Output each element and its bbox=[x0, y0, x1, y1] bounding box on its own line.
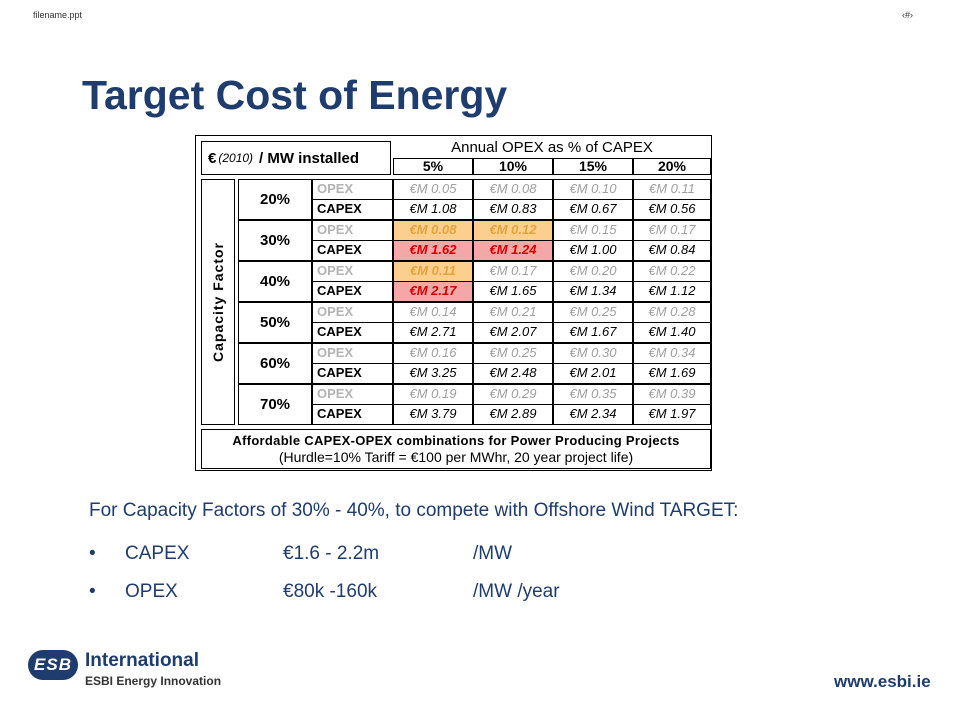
table-corner: € (2010) / MW installed bbox=[201, 141, 391, 175]
intro-text: For Capacity Factors of 30% - 40%, to co… bbox=[89, 500, 739, 521]
opex-value-cell: €M 0.08 bbox=[393, 220, 473, 241]
opex-pct-20: 20% bbox=[633, 158, 711, 175]
opex-row-label: OPEX bbox=[312, 343, 393, 364]
opex-value-cell: €M 0.08 bbox=[473, 179, 553, 200]
website-url[interactable]: www.esbi.ie bbox=[834, 672, 931, 691]
opex-value-cell: €M 0.05 bbox=[393, 179, 473, 200]
corner-unit: / MW installed bbox=[259, 149, 360, 167]
opex-value-cell: €M 0.11 bbox=[393, 261, 473, 282]
capex-value-cell: €M 1.67 bbox=[553, 322, 633, 343]
opex-value-cell: €M 0.14 bbox=[393, 302, 473, 323]
capex-value-cell: €M 2.71 bbox=[393, 322, 473, 343]
opex-pct-15: 15% bbox=[553, 158, 633, 175]
opex-row-label: OPEX bbox=[312, 302, 393, 323]
opex-value-cell: €M 0.12 bbox=[473, 220, 553, 241]
opex-value-cell: €M 0.16 bbox=[393, 343, 473, 364]
bullet-dot: • bbox=[89, 543, 96, 564]
filename-label: filename.ppt bbox=[33, 10, 83, 20]
capacity-factor-cell: 20% bbox=[238, 179, 312, 220]
capacity-factor-axis: Capacity Factor bbox=[201, 179, 235, 425]
capacity-factor-cell: 50% bbox=[238, 302, 312, 343]
opex-value-cell: €M 0.21 bbox=[473, 302, 553, 323]
capex-row-label: CAPEX bbox=[312, 322, 393, 343]
opex-value-cell: €M 0.25 bbox=[473, 343, 553, 364]
capex-value-cell: €M 0.56 bbox=[633, 199, 711, 220]
opex-value-cell: €M 0.29 bbox=[473, 384, 553, 405]
slide-number: ‹#› bbox=[902, 10, 913, 20]
bullet-label: CAPEX bbox=[125, 543, 190, 564]
capacity-factor-cell: 30% bbox=[238, 220, 312, 261]
opex-value-cell: €M 0.17 bbox=[633, 220, 711, 241]
capex-row-label: CAPEX bbox=[312, 240, 393, 261]
bullet-dot: • bbox=[89, 581, 96, 602]
capex-value-cell: €M 1.00 bbox=[553, 240, 633, 261]
opex-value-cell: €M 0.35 bbox=[553, 384, 633, 405]
capex-value-cell: €M 1.08 bbox=[393, 199, 473, 220]
capex-value-cell: €M 1.24 bbox=[473, 240, 553, 261]
capacity-factor-cell: 60% bbox=[238, 343, 312, 384]
opex-row-label: OPEX bbox=[312, 220, 393, 241]
bullet-label: OPEX bbox=[125, 581, 178, 602]
opex-row-label: OPEX bbox=[312, 261, 393, 282]
capex-value-cell: €M 1.65 bbox=[473, 281, 553, 302]
capacity-factor-label: Capacity Factor bbox=[210, 241, 227, 363]
capex-row-label: CAPEX bbox=[312, 199, 393, 220]
table-footer-line-2: (Hurdle=10% Tariff = €100 per MWhr, 20 y… bbox=[278, 449, 634, 465]
esb-logo-mark: ESB bbox=[28, 650, 78, 680]
capex-value-cell: €M 2.01 bbox=[553, 363, 633, 384]
corner-year: (2010) bbox=[218, 151, 254, 165]
capex-row-label: CAPEX bbox=[312, 404, 393, 425]
bullet-unit: /MW /year bbox=[473, 581, 560, 602]
opex-value-cell: €M 0.34 bbox=[633, 343, 711, 364]
capex-value-cell: €M 1.12 bbox=[633, 281, 711, 302]
table-footer: Affordable CAPEX-OPEX combinations for P… bbox=[201, 429, 711, 469]
opex-row-label: OPEX bbox=[312, 179, 393, 200]
capex-value-cell: €M 1.69 bbox=[633, 363, 711, 384]
capex-value-cell: €M 1.34 bbox=[553, 281, 633, 302]
page-title: Target Cost of Energy bbox=[82, 72, 508, 118]
logo-name: International bbox=[85, 650, 200, 671]
capex-value-cell: €M 2.17 bbox=[393, 281, 473, 302]
capex-value-cell: €M 0.83 bbox=[473, 199, 553, 220]
logo-subtitle: ESBI Energy Innovation bbox=[85, 674, 222, 688]
capex-value-cell: €M 1.62 bbox=[393, 240, 473, 261]
opex-value-cell: €M 0.22 bbox=[633, 261, 711, 282]
opex-value-cell: €M 0.39 bbox=[633, 384, 711, 405]
capex-value-cell: €M 1.40 bbox=[633, 322, 711, 343]
opex-value-cell: €M 0.11 bbox=[633, 179, 711, 200]
opex-value-cell: €M 0.20 bbox=[553, 261, 633, 282]
opex-value-cell: €M 0.30 bbox=[553, 343, 633, 364]
opex-value-cell: €M 0.25 bbox=[553, 302, 633, 323]
capex-value-cell: €M 2.07 bbox=[473, 322, 553, 343]
capex-value-cell: €M 1.97 bbox=[633, 404, 711, 425]
opex-value-cell: €M 0.17 bbox=[473, 261, 553, 282]
capex-value-cell: €M 2.34 bbox=[553, 404, 633, 425]
capex-row-label: CAPEX bbox=[312, 281, 393, 302]
bullet-unit: /MW bbox=[473, 543, 513, 564]
opex-value-cell: €M 0.10 bbox=[553, 179, 633, 200]
bullet-value: €80k -160k bbox=[283, 581, 378, 602]
table-footer-line-1: Affordable CAPEX-OPEX combinations for P… bbox=[232, 433, 680, 448]
capex-value-cell: €M 3.25 bbox=[393, 363, 473, 384]
corner-currency: € bbox=[208, 149, 217, 167]
capex-value-cell: €M 2.48 bbox=[473, 363, 553, 384]
opex-pct-5: 5% bbox=[393, 158, 473, 175]
opex-pct-10: 10% bbox=[473, 158, 553, 175]
opex-header: Annual OPEX as % of CAPEX bbox=[451, 139, 653, 156]
capex-row-label: CAPEX bbox=[312, 363, 393, 384]
capacity-factor-cell: 40% bbox=[238, 261, 312, 302]
opex-value-cell: €M 0.15 bbox=[553, 220, 633, 241]
capex-value-cell: €M 0.84 bbox=[633, 240, 711, 261]
opex-value-cell: €M 0.19 bbox=[393, 384, 473, 405]
capex-value-cell: €M 3.79 bbox=[393, 404, 473, 425]
capacity-factor-cell: 70% bbox=[238, 384, 312, 425]
capex-value-cell: €M 0.67 bbox=[553, 199, 633, 220]
capex-value-cell: €M 2.89 bbox=[473, 404, 553, 425]
cost-table: € (2010) / MW installed Annual OPEX as %… bbox=[195, 135, 712, 471]
opex-row-label: OPEX bbox=[312, 384, 393, 405]
opex-value-cell: €M 0.28 bbox=[633, 302, 711, 323]
bullet-value: €1.6 - 2.2m bbox=[283, 543, 380, 564]
